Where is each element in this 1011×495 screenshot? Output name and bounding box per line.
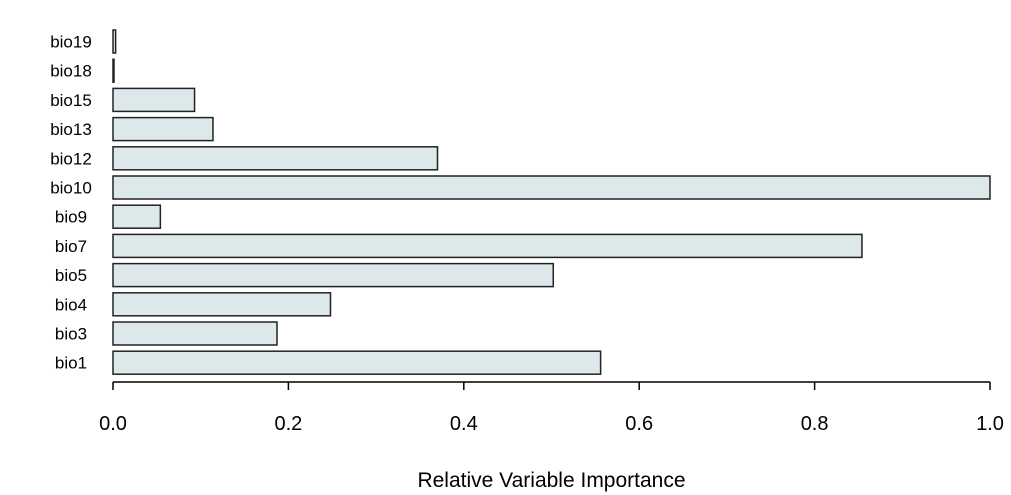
category-label-bio9: bio9 <box>55 208 87 227</box>
category-label-bio5: bio5 <box>55 266 87 285</box>
category-label-bio7: bio7 <box>55 237 87 256</box>
bar-bio9 <box>112 204 162 229</box>
bar-bio1 <box>112 350 602 375</box>
x-tick-label: 0.2 <box>274 413 302 435</box>
category-label-bio19: bio19 <box>50 33 92 52</box>
bar-bio19 <box>112 29 117 54</box>
bar-bio3 <box>112 321 278 346</box>
bar-bio7 <box>112 233 863 259</box>
x-axis: 0.0 0.2 0.4 0.6 0.8 1.0 <box>99 381 1004 435</box>
bar-bio10 <box>112 175 991 200</box>
bars-group <box>112 29 991 375</box>
category-label-bio10: bio10 <box>50 179 92 198</box>
x-tick-label: 0.6 <box>625 413 653 435</box>
bar-bio13 <box>112 116 214 142</box>
x-axis-title: Relative Variable Importance <box>417 469 685 492</box>
bar-bio12 <box>112 146 439 171</box>
x-tick-label: 1.0 <box>976 413 1004 435</box>
bar-bio5 <box>112 262 555 288</box>
category-labels-group: bio1 bio3 bio4 bio5 bio7 bio9 bio10 bio12 bio13 b… <box>50 33 92 373</box>
bar-bio18 <box>112 58 115 83</box>
category-label-bio12: bio12 <box>50 149 92 168</box>
category-label-bio1: bio1 <box>55 354 87 373</box>
category-label-bio13: bio13 <box>50 120 92 139</box>
x-tick-label: 0.8 <box>801 413 829 435</box>
bar-bio4 <box>112 292 332 317</box>
category-label-bio15: bio15 <box>50 91 92 110</box>
category-label-bio18: bio18 <box>50 62 92 81</box>
category-label-bio4: bio4 <box>55 295 87 314</box>
x-tick-label: 0.4 <box>450 413 478 435</box>
bar-bio15 <box>112 87 196 113</box>
category-label-bio3: bio3 <box>55 325 87 344</box>
x-tick-label: 0.0 <box>99 413 127 435</box>
